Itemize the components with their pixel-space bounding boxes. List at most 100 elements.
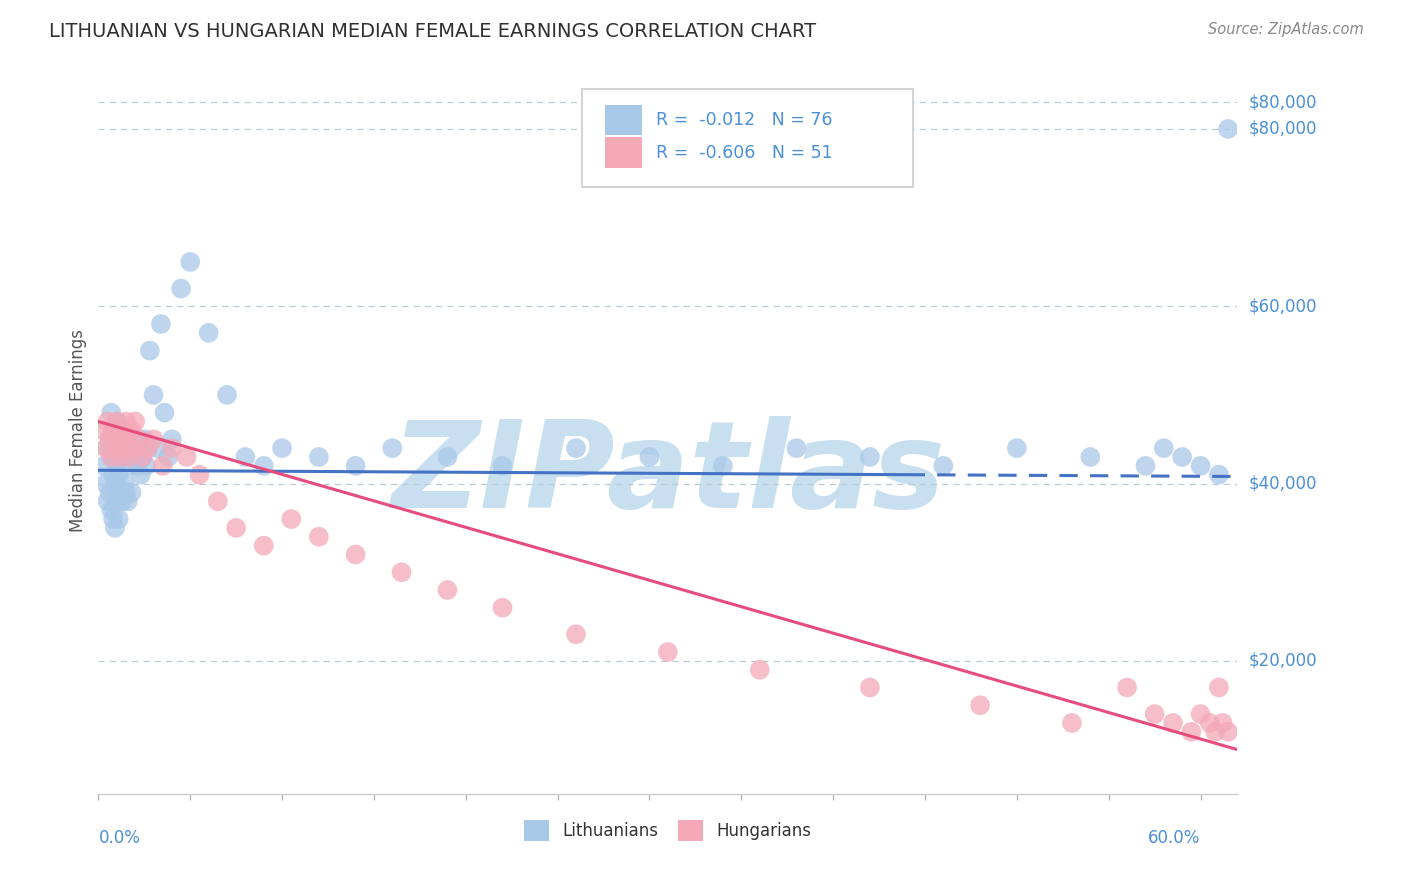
Text: Source: ZipAtlas.com: Source: ZipAtlas.com [1208,22,1364,37]
Point [104,476,127,491]
Point [142,432,165,446]
Point [117,494,139,508]
Point [93,424,115,438]
Point [859,450,882,464]
Point [94,441,117,455]
Point [1216,724,1239,739]
Point [93,458,115,473]
Point [170,281,193,295]
Point [932,458,955,473]
Point [308,530,330,544]
Point [436,582,458,597]
Point [101,467,124,482]
Point [1005,441,1028,455]
Point [146,441,169,455]
Point [105,458,128,473]
Point [711,458,734,473]
Point [107,512,129,526]
Text: $80,000: $80,000 [1249,94,1317,112]
Point [188,467,211,482]
Point [124,415,146,429]
Point [344,548,367,562]
Point [1204,724,1226,739]
Text: $40,000: $40,000 [1249,475,1317,492]
Point [104,441,127,455]
Point [176,450,198,464]
Text: $20,000: $20,000 [1249,652,1317,670]
Point [104,521,127,535]
Point [101,424,124,438]
Point [308,450,330,464]
Point [135,458,157,473]
Point [104,432,127,446]
Point [160,441,183,455]
Point [1161,715,1184,730]
FancyBboxPatch shape [605,137,641,168]
Point [149,317,172,331]
Point [111,424,134,438]
Point [1135,458,1157,473]
Text: ZIPatlas: ZIPatlas [391,416,945,533]
Point [118,450,141,464]
Point [391,566,413,580]
Point [121,485,143,500]
Point [969,698,991,713]
Point [179,255,201,269]
FancyBboxPatch shape [605,104,641,136]
Point [117,450,139,464]
Point [107,432,129,446]
Point [128,441,150,455]
Point [98,432,121,446]
Text: R =  -0.012   N = 76: R = -0.012 N = 76 [657,111,832,129]
Point [253,539,276,553]
Point [129,467,152,482]
Point [1189,458,1212,473]
Point [136,441,159,455]
Point [115,485,138,500]
Point [253,458,276,473]
Point [157,450,180,464]
Point [153,406,176,420]
Point [105,415,128,429]
Point [100,450,122,464]
Point [105,415,128,429]
Point [657,645,679,659]
Point [110,485,132,500]
Legend: Lithuanians, Hungarians: Lithuanians, Hungarians [517,814,818,847]
Point [125,458,148,473]
Point [115,415,138,429]
Point [160,432,183,446]
Point [152,458,174,473]
Point [122,441,145,455]
Point [207,494,229,508]
Point [1198,715,1220,730]
Point [1143,707,1166,722]
Point [280,512,302,526]
Point [112,476,135,491]
Point [118,458,141,473]
Point [748,663,770,677]
Point [1208,467,1230,482]
Y-axis label: Median Female Earnings: Median Female Earnings [69,329,87,532]
Point [122,450,145,464]
Point [112,432,135,446]
Point [859,681,882,695]
Point [134,432,156,446]
Point [436,450,458,464]
Text: $60,000: $60,000 [1249,297,1317,315]
Text: $80,000: $80,000 [1249,120,1317,138]
Point [98,485,121,500]
Point [110,441,132,455]
Point [97,415,120,429]
Point [638,450,661,464]
Text: R =  -0.606   N = 51: R = -0.606 N = 51 [657,144,834,161]
Point [101,512,124,526]
Point [117,432,139,446]
Point [131,450,153,464]
Point [1216,122,1239,136]
Point [101,424,124,438]
Point [97,441,120,455]
Point [785,441,807,455]
Point [565,627,588,641]
Point [1212,715,1234,730]
